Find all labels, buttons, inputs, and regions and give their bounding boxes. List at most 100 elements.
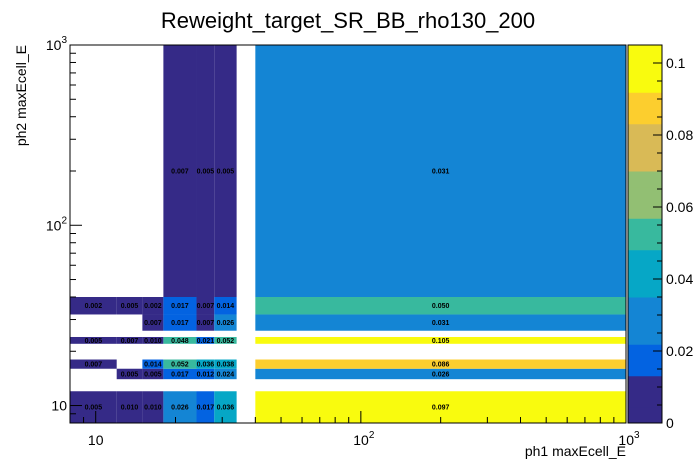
colorbar-tick-label: 0.08 xyxy=(666,127,693,143)
colorbar-band xyxy=(628,328,662,345)
heatmap-cell xyxy=(163,314,197,331)
colorbar-band xyxy=(628,281,662,298)
colorbar-band xyxy=(628,123,662,140)
colorbar-band xyxy=(628,76,662,93)
cell-value-label: 0.010 xyxy=(121,405,139,412)
colorbar-band xyxy=(628,202,662,219)
colorbar-band xyxy=(628,171,662,188)
heatmap-cell xyxy=(116,391,143,423)
cell-value-label: 0.017 xyxy=(171,320,189,327)
cell-value-label: 0.012 xyxy=(197,371,215,378)
cell-value-label: 0.026 xyxy=(217,320,235,327)
cell-value-label: 0.005 xyxy=(121,371,139,378)
heatmap-cell xyxy=(255,336,627,344)
cell-value-label: 0.052 xyxy=(217,338,235,345)
cell-value-label: 0.007 xyxy=(144,320,162,327)
cell-value-label: 0.036 xyxy=(217,405,235,412)
colorbar-band xyxy=(628,155,662,172)
cell-value-label: 0.007 xyxy=(85,362,103,369)
colorbar-band xyxy=(628,407,662,424)
heatmap-cell xyxy=(116,297,143,315)
colorbar-band xyxy=(628,45,662,62)
heatmap-cell xyxy=(214,359,237,369)
heatmap-cell xyxy=(70,297,117,315)
heatmap-cell xyxy=(163,297,197,315)
y-tick-label: 103 xyxy=(46,35,68,53)
cell-value-label: 0.017 xyxy=(171,371,189,378)
cell-value-label: 0.002 xyxy=(144,303,162,310)
heatmap-cell xyxy=(142,297,164,315)
heatmap-cell xyxy=(163,336,197,344)
heatmap-cell xyxy=(214,45,237,297)
heatmap-cell xyxy=(142,368,164,380)
cell-value-label: 0.007 xyxy=(121,338,139,345)
colorbar-band xyxy=(628,108,662,125)
heatmap-cell xyxy=(116,336,143,344)
colorbar-band xyxy=(628,265,662,282)
cell-value-label: 0.017 xyxy=(197,405,215,412)
cell-value-label: 0.005 xyxy=(121,303,139,310)
colorbar-tick-label: 0 xyxy=(666,415,674,431)
colorbar-tick-label: 0.1 xyxy=(666,55,686,71)
cell-value-label: 0.031 xyxy=(432,169,450,176)
heatmap-cell xyxy=(214,336,237,344)
heatmap-cell xyxy=(214,314,237,331)
cell-value-label: 0.105 xyxy=(432,338,450,345)
x-tick-label: 102 xyxy=(353,430,375,448)
heatmap-cell xyxy=(116,368,143,380)
heatmap-cell xyxy=(163,45,197,297)
colorbar-band xyxy=(628,186,662,203)
heatmap-cell xyxy=(255,45,627,297)
cell-value-label: 0.036 xyxy=(197,362,215,369)
colorbar-band xyxy=(628,344,662,361)
heatmap-cell xyxy=(255,359,627,369)
cell-labels: 0.005 0.010 0.010 0.026 0.017 0.036 0.0970.005… xyxy=(85,169,450,412)
cell-value-label: 0.005 xyxy=(197,169,215,176)
heatmap-cell xyxy=(255,368,627,380)
colorbar-band xyxy=(628,92,662,109)
cell-value-label: 0.052 xyxy=(171,362,189,369)
cell-value-label: 0.038 xyxy=(217,362,235,369)
colorbar-band xyxy=(628,297,662,314)
y-tick-label: 10 xyxy=(51,398,67,414)
colorbar-band xyxy=(628,375,662,392)
cell-value-label: 0.005 xyxy=(217,169,235,176)
colorbar-band xyxy=(628,234,662,251)
colorbar-band xyxy=(628,218,662,235)
x-axis: 10 102 103 xyxy=(69,411,640,448)
heatmap-cell xyxy=(214,391,237,423)
heatmap-cell xyxy=(196,391,215,423)
cell-value-label: 0.007 xyxy=(197,320,215,327)
heatmap-cell xyxy=(142,314,164,331)
heatmap-cell xyxy=(70,359,117,369)
chart-title: Reweight_target_SR_BB_rho130_200 xyxy=(161,8,535,33)
colorbar: 0 0.02 0.04 0.06 0.08 0.1 xyxy=(627,44,693,431)
colorbar-band xyxy=(628,60,662,77)
cell-value-label: 0.002 xyxy=(85,303,103,310)
x-axis-label: ph1 maxEcell_E xyxy=(525,443,626,459)
heatmap-cell xyxy=(196,297,215,315)
cell-value-label: 0.007 xyxy=(197,303,215,310)
heatmap-cell xyxy=(142,391,164,423)
heatmap-cell xyxy=(255,314,627,331)
colorbar-band xyxy=(628,391,662,408)
cell-value-label: 0.050 xyxy=(432,303,450,310)
cell-value-label: 0.086 xyxy=(432,362,450,369)
cell-value-label: 0.014 xyxy=(217,303,235,310)
cell-value-label: 0.005 xyxy=(85,338,103,345)
colorbar-band xyxy=(628,139,662,156)
cell-value-label: 0.031 xyxy=(432,320,450,327)
heatmap-cell xyxy=(214,368,237,380)
colorbar-tick-label: 0.02 xyxy=(666,343,693,359)
x-tick-label: 10 xyxy=(88,432,104,448)
heatmap-cell xyxy=(255,297,627,315)
y-axis-label: ph2 maxEcell_E xyxy=(13,45,29,146)
cell-value-label: 0.005 xyxy=(144,371,162,378)
cell-value-label: 0.017 xyxy=(171,303,189,310)
cell-value-label: 0.010 xyxy=(144,405,162,412)
colorbar-tick-label: 0.06 xyxy=(666,199,693,215)
colorbar-band xyxy=(628,312,662,329)
heatmap-cell xyxy=(214,297,237,315)
plot-area xyxy=(70,45,627,423)
colorbar-band xyxy=(628,249,662,266)
